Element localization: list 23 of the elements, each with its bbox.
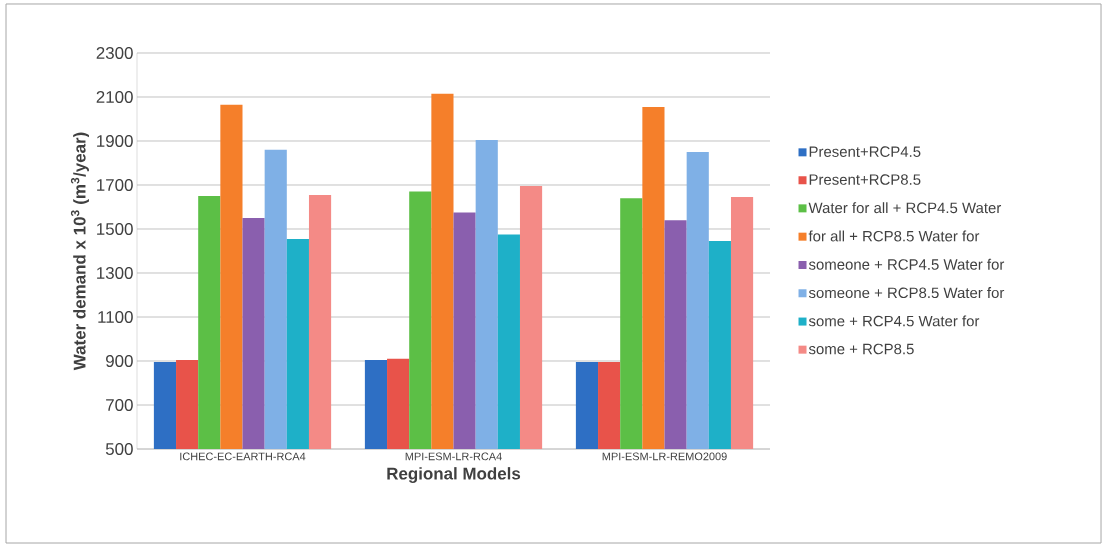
legend-label: Present+RCP8.5 bbox=[809, 174, 921, 185]
y-axis-title: Water demand x 10$^{3}$ (m$^{3}$/year) bbox=[70, 132, 89, 371]
legend-label: some + RCP4.5 Water for bbox=[808, 315, 980, 327]
y-tick-label: 2300 bbox=[96, 47, 133, 59]
y-tick-label: 1700 bbox=[97, 179, 133, 191]
y-tick-label: 1900 bbox=[97, 135, 133, 147]
legend-label: someone + RCP8.5 Water for bbox=[808, 287, 1005, 299]
y-tick-label: 1500 bbox=[97, 223, 133, 235]
x-tick-label: MPI-ESM-LR-REMO2009 bbox=[602, 452, 727, 461]
legend-label: some + RCP8.5 bbox=[808, 343, 914, 355]
x-tick-label: ICHEC-EC-EARTH-RCA4 bbox=[180, 452, 306, 461]
y-tick-label: 900 bbox=[106, 355, 133, 367]
y-tick-label: 500 bbox=[105, 443, 133, 455]
y-tick-label: 1100 bbox=[98, 311, 133, 323]
legend-label: someone + RCP4.5 Water for bbox=[808, 258, 1005, 270]
legend-label: Present+RCP4.5 bbox=[809, 146, 921, 157]
x-axis-title: Regional Models bbox=[387, 467, 521, 483]
y-tick-label: 700 bbox=[106, 399, 133, 411]
x-tick-label: MPI-ESM-LR-RCA4 bbox=[405, 452, 502, 461]
legend-label: Water for all + RCP4.5 Water bbox=[808, 202, 1002, 214]
legend-label: for all + RCP8.5 Water for bbox=[808, 230, 980, 242]
y-tick-label: 2100 bbox=[96, 91, 133, 103]
y-tick-label: 1300 bbox=[97, 267, 133, 279]
